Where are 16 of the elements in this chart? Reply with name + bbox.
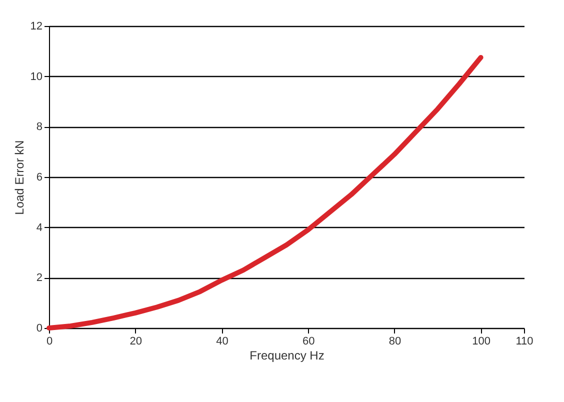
x-tick-label: 0 (46, 336, 53, 348)
y-tick-label: 0 (36, 322, 42, 334)
y-tick-label: 10 (30, 70, 42, 83)
y-tick-label: 4 (36, 222, 42, 234)
y-tick-label: 2 (36, 272, 42, 284)
x-tick-label: 100 (472, 336, 490, 348)
y-axis-title: Load Error kN (12, 140, 26, 215)
x-tick-label: 60 (302, 336, 315, 348)
x-tick-label: 20 (130, 336, 142, 348)
y-tick-label: 6 (36, 172, 42, 184)
y-tick-label: 12 (30, 20, 42, 32)
y-tick-label: 8 (36, 121, 42, 134)
x-tick-label: 80 (388, 336, 402, 348)
x-tick-label: 40 (216, 336, 228, 348)
x-axis-title: Frequency Hz (250, 348, 324, 362)
x-tick-label: 110 (516, 336, 534, 348)
